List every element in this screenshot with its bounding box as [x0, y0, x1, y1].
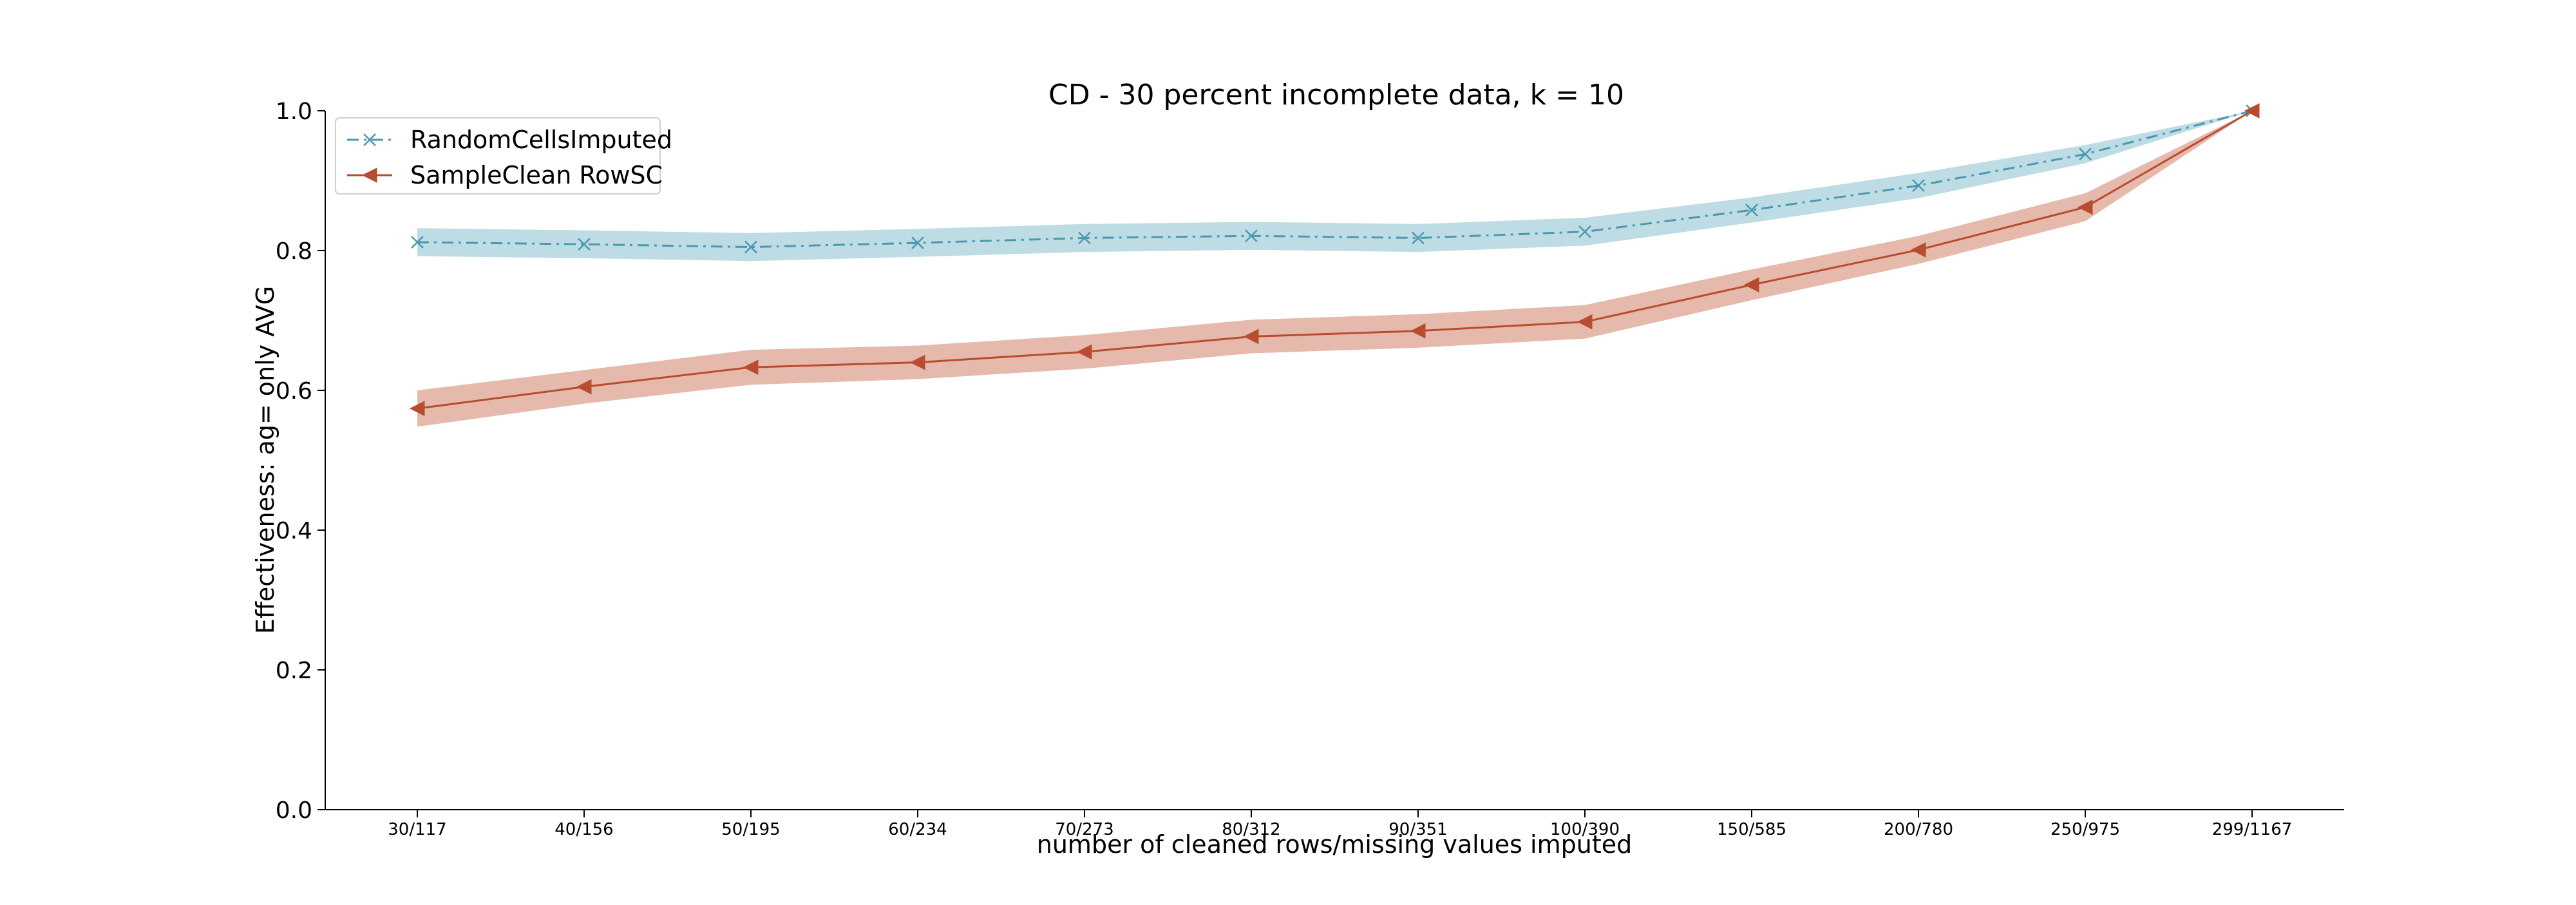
data-point-1-1	[576, 379, 592, 395]
x-tick-label: 100/390	[1550, 820, 1620, 839]
legend-marker-1	[361, 167, 377, 183]
data-point-1-9	[1910, 242, 1926, 258]
y-tick-label: 0.2	[276, 658, 312, 684]
data-point-1-8	[1743, 277, 1759, 292]
data-point-1-11	[2244, 103, 2260, 119]
confidence-band-1	[417, 111, 2252, 427]
data-point-1-5	[1243, 329, 1259, 345]
data-point-0-6	[1412, 231, 1425, 245]
x-tick-label: 60/234	[888, 820, 947, 839]
x-tick-label: 40/156	[554, 820, 613, 839]
data-point-1-6	[1410, 323, 1426, 339]
data-point-1-10	[2077, 199, 2093, 215]
series-markers	[409, 103, 2260, 417]
legend-marker-0	[363, 133, 376, 146]
x-tick-label: 250/975	[2050, 820, 2120, 839]
chart-title: CD - 30 percent incomplete data, k = 10	[1048, 79, 1624, 111]
y-tick-label: 0.8	[276, 238, 312, 265]
confidence-bands	[417, 111, 2252, 427]
y-ticks: 0.0 0.2 0.4 0.6 0.8 1.0	[276, 99, 325, 824]
x-ticks: 30/117 40/156 50/195 60/234 70/273 80/312 90/3…	[388, 810, 2292, 839]
series-line-1	[417, 110, 2253, 410]
data-point-0-0	[411, 236, 424, 249]
x-tick-label: 80/312	[1222, 820, 1280, 839]
legend: RandomCellsImputed SampleClean RowSC	[335, 117, 672, 195]
data-point-1-2	[743, 359, 759, 376]
data-point-0-8	[1745, 204, 1758, 216]
data-point-0-4	[1078, 231, 1091, 245]
y-tick-label: 1.0	[276, 99, 312, 125]
data-point-1-3	[909, 354, 925, 370]
x-tick-label: 30/117	[388, 820, 446, 839]
legend-label-0: RandomCellsImputed	[410, 126, 672, 154]
data-point-0-3	[911, 236, 924, 249]
data-point-1-4	[1076, 344, 1092, 360]
legend-label-1: SampleClean RowSC	[410, 161, 663, 189]
legend-entries: RandomCellsImputed SampleClean RowSC	[347, 126, 672, 189]
x-axis-label: number of cleaned rows/missing values im…	[1037, 830, 1632, 859]
data-point-0-7	[1578, 225, 1591, 238]
x-tick-label: 150/585	[1717, 820, 1786, 839]
data-point-0-1	[578, 238, 591, 251]
data-point-1-0	[409, 401, 425, 417]
x-tick-label: 200/780	[1884, 820, 1953, 839]
axes	[325, 111, 2344, 810]
data-point-0-10	[2079, 148, 2092, 161]
y-axis-label: Effectiveness: ag= only AVG	[251, 286, 279, 634]
data-point-0-9	[1912, 179, 1925, 192]
data-point-0-5	[1245, 229, 1258, 243]
x-tick-label: 50/195	[721, 820, 780, 839]
y-tick-label: 0.0	[276, 797, 312, 824]
y-tick-label: 0.6	[276, 378, 312, 405]
confidence-band-0	[417, 111, 2252, 262]
y-tick-label: 0.4	[276, 518, 312, 544]
x-tick-label: 299/1167	[2212, 820, 2293, 839]
legend-frame	[335, 117, 661, 195]
series-lines	[417, 110, 2253, 410]
x-tick-label: 90/351	[1388, 820, 1447, 839]
x-tick-label: 70/273	[1055, 820, 1113, 839]
data-point-0-2	[744, 240, 757, 254]
data-point-1-7	[1577, 314, 1593, 330]
